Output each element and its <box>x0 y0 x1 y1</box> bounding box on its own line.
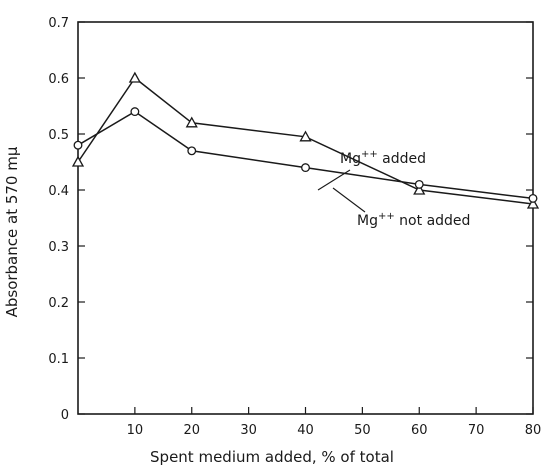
data-point-circle <box>301 163 310 173</box>
x-tick-label: 30 <box>240 423 257 438</box>
x-tick-label: 10 <box>127 423 144 438</box>
series-group <box>71 71 540 209</box>
y-tick-label: 0.1 <box>48 352 69 367</box>
data-point-circle <box>187 146 197 156</box>
data-point-triangle <box>128 71 141 83</box>
data-point-triangle <box>71 155 85 167</box>
data-point-circle <box>528 193 538 203</box>
series-annotation: Mg++ not added <box>357 211 470 229</box>
y-tick-label: 0.3 <box>48 240 69 255</box>
x-tick-label: 20 <box>183 423 200 438</box>
x-axis-title: Spent medium added, % of total <box>150 448 394 466</box>
annotation-base: Mg <box>357 213 378 229</box>
annotation-leader <box>332 187 366 213</box>
annotation-suffix: not added <box>395 213 471 229</box>
data-point-triangle <box>299 130 312 142</box>
data-point-triangle <box>413 183 426 195</box>
x-tick-label: 70 <box>468 423 485 438</box>
y-tick-label: 0 <box>61 408 69 423</box>
y-tick-label: 0.2 <box>48 296 69 311</box>
data-point-triangle <box>185 116 198 128</box>
x-tick-label: 80 <box>525 423 542 438</box>
annotation-suffix: added <box>378 151 426 167</box>
annotation-base: Mg <box>340 151 361 167</box>
x-tick-label: 60 <box>411 423 428 438</box>
annotation-superscript: ++ <box>378 211 395 222</box>
ticks: 0 0.1 0.2 0.3 0.4 0.5 0.6 0.7 10 20 30 40 50 60 70 80 <box>48 16 541 438</box>
series-line-0 <box>77 76 534 205</box>
y-tick-label: 0.7 <box>48 16 69 31</box>
y-tick-label: 0.5 <box>48 128 69 143</box>
data-point-triangle <box>526 197 540 209</box>
series-line-1 <box>77 110 534 200</box>
data-point-circle <box>130 107 140 117</box>
y-tick-label: 0.4 <box>48 184 69 199</box>
data-point-circle <box>73 140 83 150</box>
y-tick-label: 0.6 <box>48 72 69 87</box>
y-axis-title: Absorbance at 570 mμ <box>3 146 21 317</box>
x-tick-label: 50 <box>354 423 371 438</box>
x-tick-label: 40 <box>297 423 314 438</box>
data-point-circle <box>414 179 424 189</box>
series-annotation: Mg++ added <box>340 149 426 167</box>
annotation-leader <box>317 169 351 191</box>
annotation-superscript: ++ <box>361 149 378 160</box>
